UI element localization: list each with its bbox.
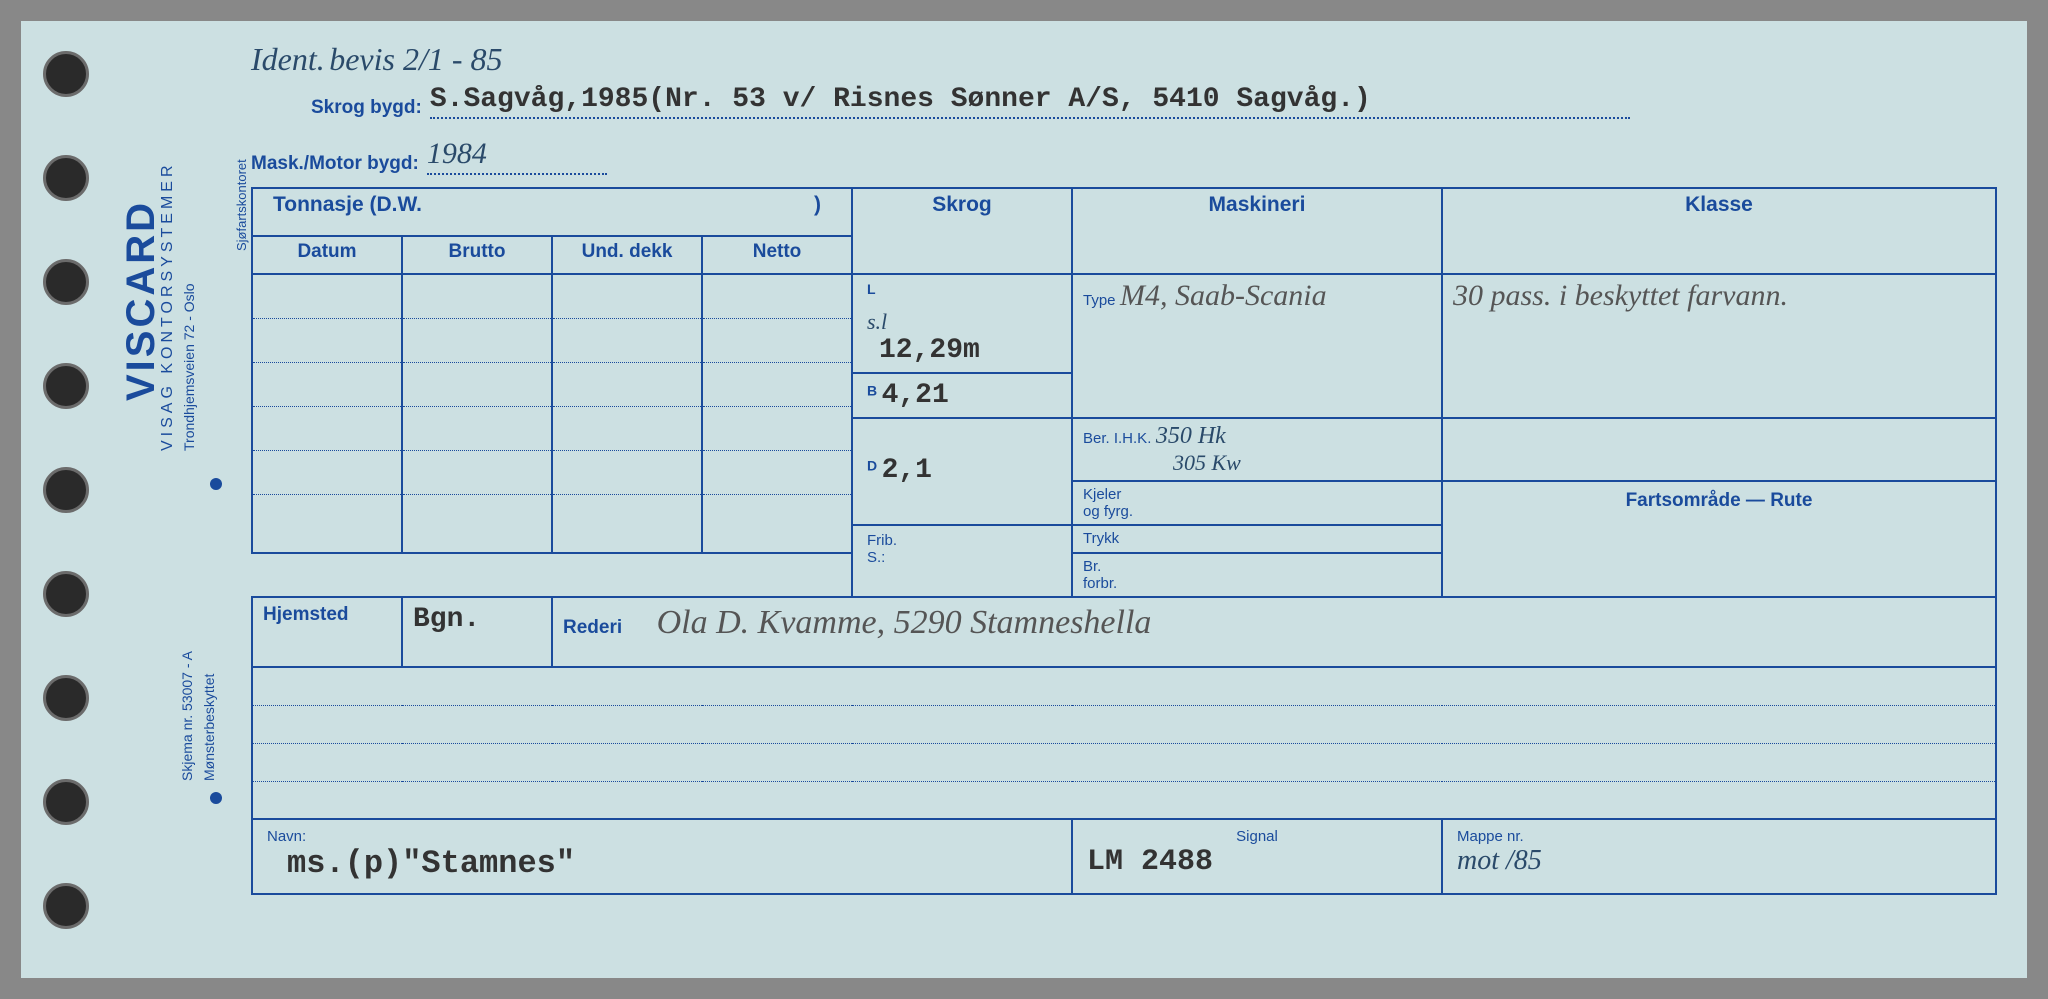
skrog-header: Skrog: [852, 188, 1072, 274]
signal-label: Signal: [1087, 828, 1427, 845]
navn-label: Navn:: [267, 828, 1057, 845]
fyrg-label: og fyrg.: [1083, 503, 1431, 520]
klasse-header: Klasse: [1442, 188, 1996, 274]
mappe-value: mot /85: [1457, 845, 1981, 877]
side-addr-label: Trondhjemsveien 72 - Oslo: [181, 283, 197, 451]
hole: [43, 675, 89, 721]
trykk-label: Trykk: [1083, 530, 1119, 547]
brutto-header: Brutto: [402, 236, 552, 274]
hole: [43, 363, 89, 409]
mask-bygd-row: Mask./Motor bygd: 1984: [251, 137, 1997, 175]
type-label: Type: [1083, 292, 1116, 309]
navn-cell: Navn: ms.(p)"Stamnes": [252, 819, 1072, 894]
navn-value: ms.(p)"Stamnes": [287, 845, 1057, 882]
sl-note: s.l: [867, 309, 1057, 335]
hole: [43, 571, 89, 617]
side-monster-label: Mønsterbeskyttet: [201, 674, 217, 781]
kjeler-cell: Kjeler og fyrg.: [1072, 481, 1442, 525]
skrog-bygd-value: S.Sagvåg,1985(Nr. 53 v/ Risnes Sønner A/…: [430, 84, 1630, 119]
mappe-cell: Mappe nr. mot /85: [1442, 819, 1996, 894]
type-cell: Type M4, Saab-Scania: [1072, 274, 1442, 418]
br-forbr-cell: Br. forbr.: [1072, 553, 1442, 597]
skrog-bygd-row: Skrog bygd: S.Sagvåg,1985(Nr. 53 v/ Risn…: [311, 84, 1997, 119]
hole: [43, 51, 89, 97]
rederi-cell: Rederi Ola D. Kvamme, 5290 Stamneshella: [552, 597, 1996, 667]
viscard-logo: VISCARD: [119, 200, 164, 401]
breadth-cell: B 4,21: [852, 373, 1072, 418]
s-label: S.:: [867, 549, 1057, 566]
side-visag-label: VISAG KONTORSYSTEMER: [159, 161, 177, 451]
tonnasje-header: Tonnasje (D.W. ): [252, 188, 852, 236]
side-sjofart-label: Sjøfartskontoret: [234, 159, 249, 251]
ber-value2: 305 Kw: [1173, 450, 1431, 476]
trykk-cell: Trykk: [1072, 525, 1442, 553]
netto-header: Netto: [702, 236, 852, 274]
empty-row: [252, 781, 1996, 819]
bullet-dot: [210, 478, 222, 490]
hjemsted-label: Hjemsted: [263, 604, 349, 625]
frib-label: Frib.: [867, 532, 1057, 549]
frib-cell: Frib. S.:: [852, 525, 1072, 597]
d-label: D: [867, 458, 877, 474]
main-data-table: Tonnasje (D.W. ) Skrog Maskineri Klasse …: [251, 187, 1997, 895]
mask-bygd-label: Mask./Motor bygd:: [251, 153, 419, 175]
fartsomrade-cell: Fartsområde — Rute: [1442, 481, 1996, 597]
datum-header: Datum: [252, 236, 402, 274]
hjemsted-value-cell: Bgn.: [402, 597, 552, 667]
empty-cell: [1442, 418, 1996, 481]
tonnasje-label: Tonnasje (D.W.: [273, 193, 422, 216]
empty-row: [252, 743, 1996, 781]
hjemsted-value: Bgn.: [413, 604, 480, 635]
hjemsted-row: Hjemsted Bgn. Rederi Ola D. Kvamme, 5290…: [252, 597, 1996, 667]
depth-cell: D 2,1: [852, 418, 1072, 525]
mappe-label: Mappe nr.: [1457, 828, 1981, 845]
br-label: Br.: [1083, 558, 1431, 575]
card-content: Ident. bevis 2/1 - 85 Skrog bygd: S.Sagv…: [251, 41, 1997, 958]
kjeler-label: Kjeler: [1083, 486, 1431, 503]
length-cell: L s.l 12,29m: [852, 274, 1072, 373]
binder-holes: [43, 51, 89, 929]
l-label: L: [867, 281, 876, 297]
ident-value: bevis 2/1 - 85: [329, 41, 502, 77]
empty-row: [252, 667, 1996, 705]
signal-cell: Signal LM 2488: [1072, 819, 1442, 894]
rederi-label: Rederi: [563, 617, 622, 638]
klasse-cell: 30 pass. i beskyttet farvann.: [1442, 274, 1996, 418]
breadth-value: 4,21: [882, 380, 949, 411]
hole: [43, 779, 89, 825]
b-label: B: [867, 383, 877, 399]
klasse-value: 30 pass. i beskyttet farvann.: [1453, 279, 1788, 312]
ident-label: Ident.: [251, 41, 325, 77]
type-value: M4, Saab-Scania: [1120, 279, 1327, 312]
fartsomrade-label: Fartsområde — Rute: [1626, 490, 1813, 511]
table-header-row: Tonnasje (D.W. ) Skrog Maskineri Klasse: [252, 188, 1996, 236]
registration-card: VISCARD Skjema nr. 53007 - A Mønsterbesk…: [20, 20, 2028, 979]
length-value: 12,29m: [879, 335, 1057, 366]
empty-row: [252, 705, 1996, 743]
forbr-label: forbr.: [1083, 575, 1431, 592]
name-row: Navn: ms.(p)"Stamnes" Signal LM 2488 Map…: [252, 819, 1996, 894]
bullet-dot: [210, 792, 222, 804]
ber-value: 350 Hk: [1156, 423, 1226, 449]
tonnasje-close: ): [814, 193, 821, 217]
hjemsted-label-cell: Hjemsted: [252, 597, 402, 667]
rederi-value: Ola D. Kvamme, 5290 Stamneshella: [657, 604, 1152, 641]
hole: [43, 467, 89, 513]
ber-ihk-cell: Ber. I.H.K. 350 Hk 305 Kw: [1072, 418, 1442, 481]
hole: [43, 259, 89, 305]
mask-bygd-value: 1984: [427, 137, 607, 175]
hole: [43, 883, 89, 929]
hole: [43, 155, 89, 201]
ber-label: Ber. I.H.K.: [1083, 430, 1151, 447]
depth-value: 2,1: [882, 455, 932, 486]
signal-value: LM 2488: [1087, 845, 1427, 879]
maskineri-header: Maskineri: [1072, 188, 1442, 274]
ident-row: Ident. bevis 2/1 - 85: [251, 41, 1997, 78]
skrog-bygd-label: Skrog bygd:: [311, 97, 422, 119]
side-skjema-label: Skjema nr. 53007 - A: [179, 651, 195, 781]
und-dekk-header: Und. dekk: [552, 236, 702, 274]
